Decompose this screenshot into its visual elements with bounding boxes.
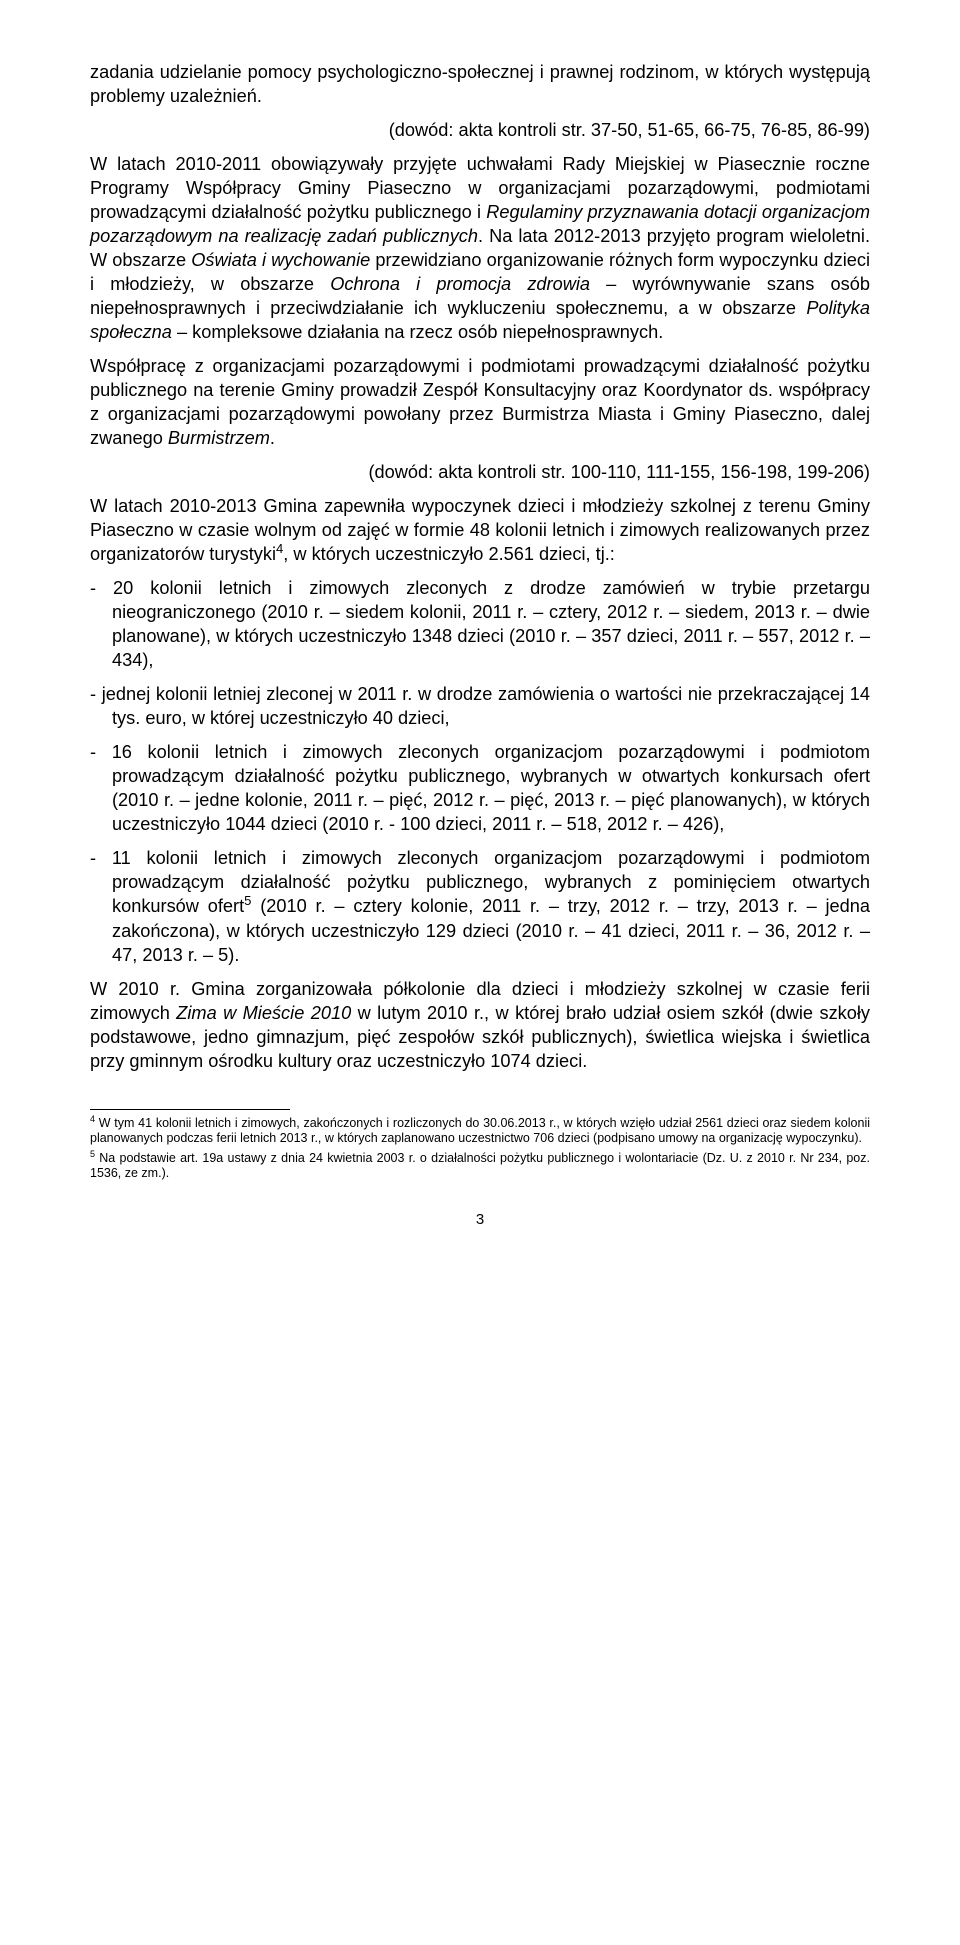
list-item-4: 11 kolonii letnich i zimowych zleconych … (90, 846, 870, 966)
list-item-2: jednej kolonii letniej zleconej w 2011 r… (90, 682, 870, 730)
evidence-line-1: (dowód: akta kontroli str. 37-50, 51-65,… (90, 118, 870, 142)
text: jednej kolonii letniej zleconej w 2011 r… (102, 684, 870, 728)
italic-text: Oświata i wychowanie (191, 250, 370, 270)
evidence-line-2: (dowód: akta kontroli str. 100-110, 111-… (90, 460, 870, 484)
list-item-3: 16 kolonii letnich i zimowych zleconych … (90, 740, 870, 836)
paragraph-1: zadania udzielanie pomocy psychologiczno… (90, 60, 870, 108)
italic-text: Ochrona i promocja zdrowia (330, 274, 590, 294)
paragraph-2: W latach 2010-2011 obowiązywały przyjęte… (90, 152, 870, 344)
italic-text: Burmistrzem (168, 428, 270, 448)
text: Na podstawie art. 19a ustawy z dnia 24 k… (90, 1151, 870, 1181)
text: – kompleksowe działania na rzecz osób ni… (172, 322, 663, 342)
footnote-separator (90, 1109, 290, 1110)
paragraph-5: W 2010 r. Gmina zorganizowała półkolonie… (90, 977, 870, 1073)
text: W tym 41 kolonii letnich i zimowych, zak… (90, 1116, 870, 1146)
text: . (270, 428, 275, 448)
text: 20 kolonii letnich i zimowych zleconych … (112, 578, 870, 670)
paragraph-4: W latach 2010-2013 Gmina zapewniła wypoc… (90, 494, 870, 566)
page-number: 3 (90, 1210, 870, 1230)
list-item-1: 20 kolonii letnich i zimowych zleconych … (90, 576, 870, 672)
italic-text: Zima w Mieście 2010 (176, 1003, 351, 1023)
text: , w których uczestniczyło 2.561 dzieci, … (283, 544, 615, 564)
footnote-5: 5 Na podstawie art. 19a ustawy z dnia 24… (90, 1151, 870, 1182)
paragraph-3: Współpracę z organizacjami pozarządowymi… (90, 354, 870, 450)
text: 16 kolonii letnich i zimowych zleconych … (112, 742, 870, 834)
footnote-4: 4 W tym 41 kolonii letnich i zimowych, z… (90, 1116, 870, 1147)
